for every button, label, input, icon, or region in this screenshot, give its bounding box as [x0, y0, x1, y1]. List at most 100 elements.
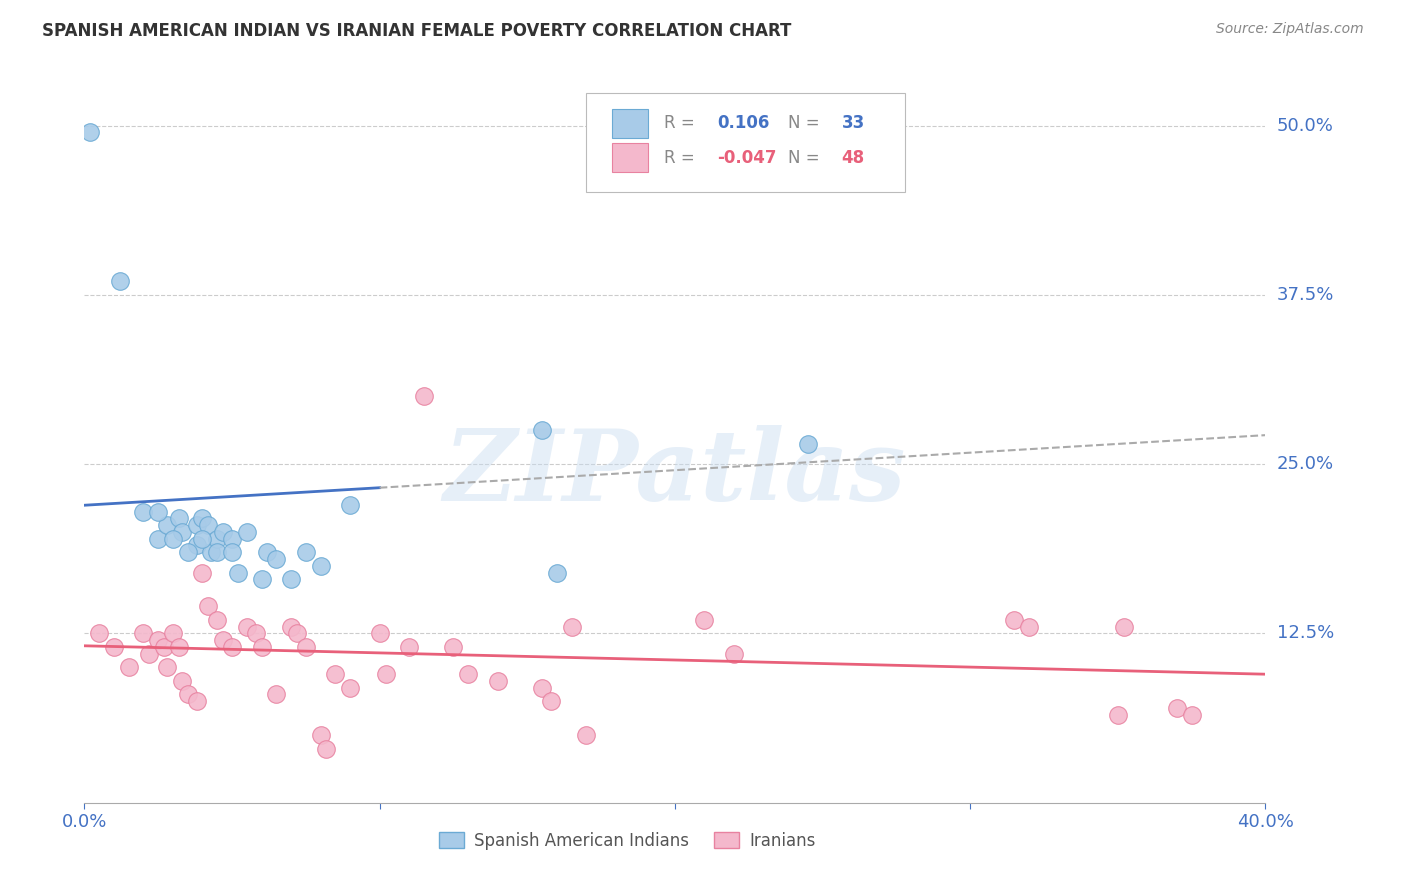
Point — [1112, 620, 1135, 634]
Text: -0.047: -0.047 — [717, 149, 778, 167]
Point — [191, 566, 214, 580]
Point — [170, 673, 193, 688]
Point — [148, 633, 170, 648]
Point — [374, 667, 396, 681]
Point — [266, 552, 288, 566]
Point — [266, 688, 288, 702]
Point — [186, 518, 208, 533]
Point — [236, 524, 259, 539]
Point — [170, 524, 193, 539]
Point — [148, 505, 170, 519]
Point — [79, 125, 101, 139]
Point — [186, 538, 208, 552]
Text: Source: ZipAtlas.com: Source: ZipAtlas.com — [1216, 22, 1364, 37]
Text: 0.106: 0.106 — [717, 114, 769, 132]
Point — [540, 694, 562, 708]
Point — [368, 626, 391, 640]
Point — [256, 545, 278, 559]
Text: 50.0%: 50.0% — [1277, 117, 1333, 135]
Point — [221, 640, 243, 654]
Point — [295, 640, 318, 654]
Point — [226, 566, 249, 580]
Point — [212, 524, 235, 539]
Point — [295, 545, 318, 559]
Text: N =: N = — [789, 114, 825, 132]
Point — [207, 545, 229, 559]
Point — [1181, 707, 1204, 722]
Point — [285, 626, 308, 640]
FancyBboxPatch shape — [586, 94, 905, 192]
Point — [280, 620, 302, 634]
Legend: Spanish American Indians, Iranians: Spanish American Indians, Iranians — [433, 825, 823, 856]
Point — [87, 626, 111, 640]
Point — [221, 545, 243, 559]
Point — [162, 626, 184, 640]
Point — [693, 613, 716, 627]
Point — [1107, 707, 1129, 722]
FancyBboxPatch shape — [612, 109, 648, 138]
Point — [339, 498, 361, 512]
Point — [108, 274, 131, 288]
Point — [118, 660, 141, 674]
Point — [575, 728, 598, 742]
Point — [723, 647, 745, 661]
Point — [531, 423, 554, 437]
Point — [207, 532, 229, 546]
Point — [221, 532, 243, 546]
Point — [561, 620, 583, 634]
Point — [1018, 620, 1040, 634]
Point — [236, 620, 259, 634]
Point — [156, 518, 179, 533]
Text: R =: R = — [664, 114, 700, 132]
Point — [1166, 701, 1188, 715]
Text: R =: R = — [664, 149, 695, 167]
Point — [250, 640, 273, 654]
Text: N =: N = — [789, 149, 825, 167]
Point — [531, 681, 554, 695]
Point — [797, 437, 820, 451]
Point — [197, 518, 219, 533]
Point — [167, 640, 190, 654]
Point — [148, 532, 170, 546]
Point — [153, 640, 176, 654]
Point — [443, 640, 465, 654]
Point — [177, 545, 200, 559]
Point — [132, 626, 155, 640]
Text: 33: 33 — [841, 114, 865, 132]
Point — [212, 633, 235, 648]
Point — [186, 694, 208, 708]
Point — [197, 599, 219, 614]
Point — [398, 640, 420, 654]
Point — [200, 545, 222, 559]
Point — [207, 613, 229, 627]
Text: SPANISH AMERICAN INDIAN VS IRANIAN FEMALE POVERTY CORRELATION CHART: SPANISH AMERICAN INDIAN VS IRANIAN FEMAL… — [42, 22, 792, 40]
Point — [486, 673, 509, 688]
Point — [1004, 613, 1026, 627]
Point — [191, 511, 214, 525]
Point — [280, 572, 302, 586]
Text: 12.5%: 12.5% — [1277, 624, 1334, 642]
Point — [167, 511, 190, 525]
Point — [138, 647, 160, 661]
Text: 37.5%: 37.5% — [1277, 285, 1334, 304]
Point — [413, 389, 436, 403]
Text: ZIPatlas: ZIPatlas — [444, 425, 905, 522]
Point — [162, 532, 184, 546]
FancyBboxPatch shape — [612, 143, 648, 172]
Point — [457, 667, 479, 681]
Point — [315, 741, 337, 756]
Point — [245, 626, 267, 640]
Point — [177, 688, 200, 702]
Point — [132, 505, 155, 519]
Point — [309, 728, 332, 742]
Point — [309, 558, 332, 573]
Text: 25.0%: 25.0% — [1277, 455, 1334, 473]
Point — [325, 667, 347, 681]
Point — [156, 660, 179, 674]
Point — [103, 640, 125, 654]
Text: 48: 48 — [841, 149, 865, 167]
Point — [191, 532, 214, 546]
Point — [546, 566, 568, 580]
Point — [339, 681, 361, 695]
Point — [250, 572, 273, 586]
